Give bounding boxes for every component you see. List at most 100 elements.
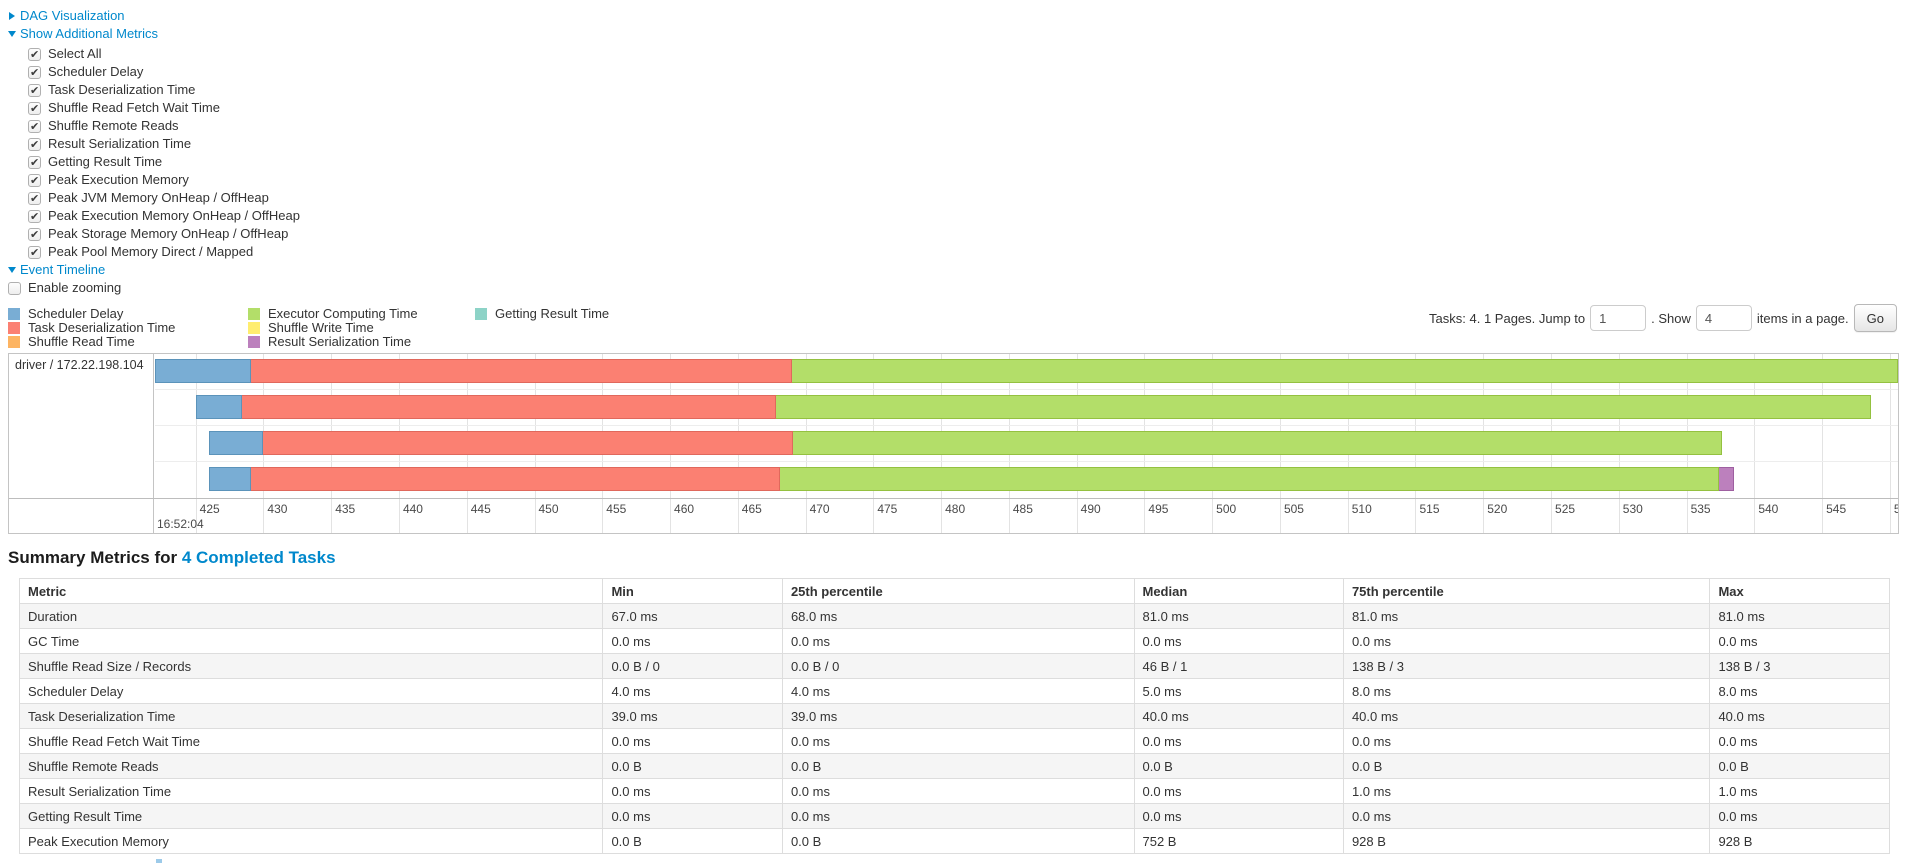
task-segment-scheduler-delay[interactable] (155, 359, 252, 383)
event-timeline-link[interactable]: Event Timeline (20, 262, 106, 277)
task-segment-executor-computing[interactable] (775, 395, 1871, 419)
value-cell: 0.0 B (781, 753, 1135, 779)
task-segment-task-deserialization[interactable] (241, 395, 776, 419)
value-cell: 0.0 B / 0 (781, 653, 1135, 679)
task-segment-task-deserialization[interactable] (251, 467, 780, 491)
task-segment-executor-computing[interactable] (792, 359, 1898, 383)
timeline-task-bar[interactable] (209, 431, 1722, 455)
timeline-task-bar[interactable] (209, 467, 1734, 491)
checkbox-task-deserialization-time[interactable] (28, 82, 41, 100)
task-segment-task-deserialization[interactable] (251, 359, 792, 383)
checkbox-label: Peak Execution Memory (48, 172, 189, 187)
value-cell: 0.0 ms (1709, 628, 1890, 654)
enable-zooming-row[interactable]: Enable zooming (8, 279, 1899, 297)
event-timeline-toggle[interactable]: Event Timeline (8, 261, 1899, 279)
value-cell: 40.0 ms (1342, 703, 1711, 729)
value-cell: 752 B (1133, 828, 1344, 854)
timeline-tick-label: 480 (945, 502, 966, 516)
checkbox-result-serialization-time[interactable] (28, 136, 41, 154)
value-cell: 928 B (1342, 828, 1711, 854)
metric-checkbox-item[interactable]: Peak Execution Memory OnHeap / OffHeap (28, 207, 1899, 226)
show-additional-metrics-link[interactable]: Show Additional Metrics (20, 26, 159, 41)
metric-checkbox-item[interactable]: Peak Storage Memory OnHeap / OffHeap (28, 225, 1899, 244)
task-segment-executor-computing[interactable] (793, 431, 1722, 455)
legend-item-task_deserialization: Task Deserialization Time (8, 321, 248, 335)
timeline-tick-label: 490 (1080, 502, 1101, 516)
timeline-axis-line (9, 498, 1898, 499)
value-cell: 40.0 ms (1133, 703, 1344, 729)
legend-label: Getting Result Time (495, 306, 610, 321)
timeline-task-bar[interactable] (195, 395, 1871, 419)
checkbox-label: Select All (48, 46, 102, 61)
legend-item-executor_computing: Executor Computing Time (248, 307, 475, 321)
checkbox-peak-storage-memory-onheap-offheap[interactable] (28, 226, 41, 244)
value-cell: 46 B / 1 (1133, 653, 1344, 679)
metric-cell: Duration (18, 603, 604, 629)
metric-checkbox-item[interactable]: Shuffle Read Fetch Wait Time (28, 99, 1899, 118)
legend-label: Task Deserialization Time (28, 320, 176, 335)
enable-zooming-checkbox[interactable] (8, 281, 21, 295)
value-cell: 8.0 ms (1709, 678, 1890, 704)
legend-column: Getting Result Time (475, 307, 609, 349)
timeline-row-separator (155, 389, 1898, 390)
checkbox-peak-execution-memory-onheap-offheap[interactable] (28, 208, 41, 226)
show-additional-metrics-toggle[interactable]: Show Additional Metrics (8, 25, 1899, 43)
expanded-arrow-icon (8, 31, 16, 37)
task-segment-result-serialization[interactable] (1719, 467, 1734, 491)
timeline-plot-area: 425 430 435 440 445 450 455 460 465 470 475 480 485 4… (155, 354, 1898, 533)
jump-to-page-input[interactable] (1590, 305, 1647, 331)
checkbox-scheduler-delay[interactable] (28, 64, 41, 82)
legend-item-shuffle_read: Shuffle Read Time (8, 335, 248, 349)
checkbox-label: Getting Result Time (48, 154, 163, 169)
checkbox-peak-execution-memory[interactable] (28, 172, 41, 190)
timeline-tick-label: 535 (1690, 502, 1711, 516)
checkbox-peak-jvm-memory-onheap-offheap[interactable] (28, 190, 41, 208)
checkbox-shuffle-remote-reads[interactable] (28, 118, 41, 136)
value-cell: 0.0 ms (1342, 628, 1711, 654)
metric-checkbox-item[interactable]: Result Serialization Time (28, 135, 1899, 154)
task-segment-scheduler-delay[interactable] (209, 467, 252, 491)
dag-visualization-link[interactable]: DAG Visualization (20, 8, 125, 23)
table-row: Shuffle Read Fetch Wait Time 0.0 ms 0.0 ms… (18, 728, 1890, 754)
shuffle-write-swatch-icon (248, 322, 260, 334)
metric-cell: Scheduler Delay (18, 678, 604, 704)
value-cell: 0.0 ms (781, 728, 1135, 754)
metric-checkbox-item[interactable]: Peak JVM Memory OnHeap / OffHeap (28, 189, 1899, 208)
value-cell: 8.0 ms (1342, 678, 1711, 704)
metric-checkbox-item[interactable]: Peak Pool Memory Direct / Mapped (28, 243, 1899, 262)
checkbox-shuffle-read-fetch-wait-time[interactable] (28, 100, 41, 118)
enable-zooming-label: Enable zooming (28, 280, 122, 295)
go-button[interactable]: Go (1853, 304, 1897, 332)
summary-metrics-heading: Summary Metrics for 4 Completed Tasks (8, 548, 1899, 568)
value-cell: 0.0 ms (1342, 728, 1711, 754)
checkbox-getting-result-time[interactable] (28, 154, 41, 172)
timeline-task-bar[interactable] (155, 359, 1898, 383)
metric-checkbox-item[interactable]: Select All (28, 45, 1899, 64)
metric-checkbox-item[interactable]: Scheduler Delay (28, 63, 1899, 82)
task-segment-scheduler-delay[interactable] (209, 431, 264, 455)
metric-checkbox-item[interactable]: Task Deserialization Time (28, 81, 1899, 100)
value-cell: 0.0 ms (602, 803, 783, 829)
value-cell: 1.0 ms (1709, 778, 1890, 804)
timeline-gridline (1754, 354, 1756, 533)
timeline-tick-label: 440 (402, 502, 423, 516)
metric-checkbox-item[interactable]: Peak Execution Memory (28, 171, 1899, 190)
completed-tasks-link[interactable]: 4 Completed Tasks (181, 548, 336, 567)
checkbox-peak-pool-memory-direct-mapped[interactable] (28, 244, 41, 262)
value-cell: 40.0 ms (1709, 703, 1890, 729)
timeline-group-label: driver / 172.22.198.104 (15, 358, 144, 372)
metric-checkbox-item[interactable]: Getting Result Time (28, 153, 1899, 172)
items-per-page-input[interactable] (1695, 305, 1752, 331)
task-segment-scheduler-delay[interactable] (195, 395, 242, 419)
timeline-tick-label: 530 (1622, 502, 1643, 516)
dag-visualization-toggle[interactable]: DAG Visualization (8, 7, 1899, 25)
table-row: Task Deserialization Time 39.0 ms 39.0 ms 4… (18, 703, 1890, 729)
timeline-major-time-label: 16:52:04 (157, 517, 204, 531)
checkbox-select-all[interactable] (28, 46, 41, 64)
value-cell: 0.0 ms (1133, 803, 1344, 829)
task-segment-task-deserialization[interactable] (263, 431, 794, 455)
task-segment-executor-computing[interactable] (779, 467, 1720, 491)
table-row: Scheduler Delay 4.0 ms 4.0 ms 5.0 ms 8.0 ms 8… (18, 678, 1890, 704)
metric-checkbox-item[interactable]: Shuffle Remote Reads (28, 117, 1899, 136)
legend-label: Result Serialization Time (268, 334, 412, 349)
